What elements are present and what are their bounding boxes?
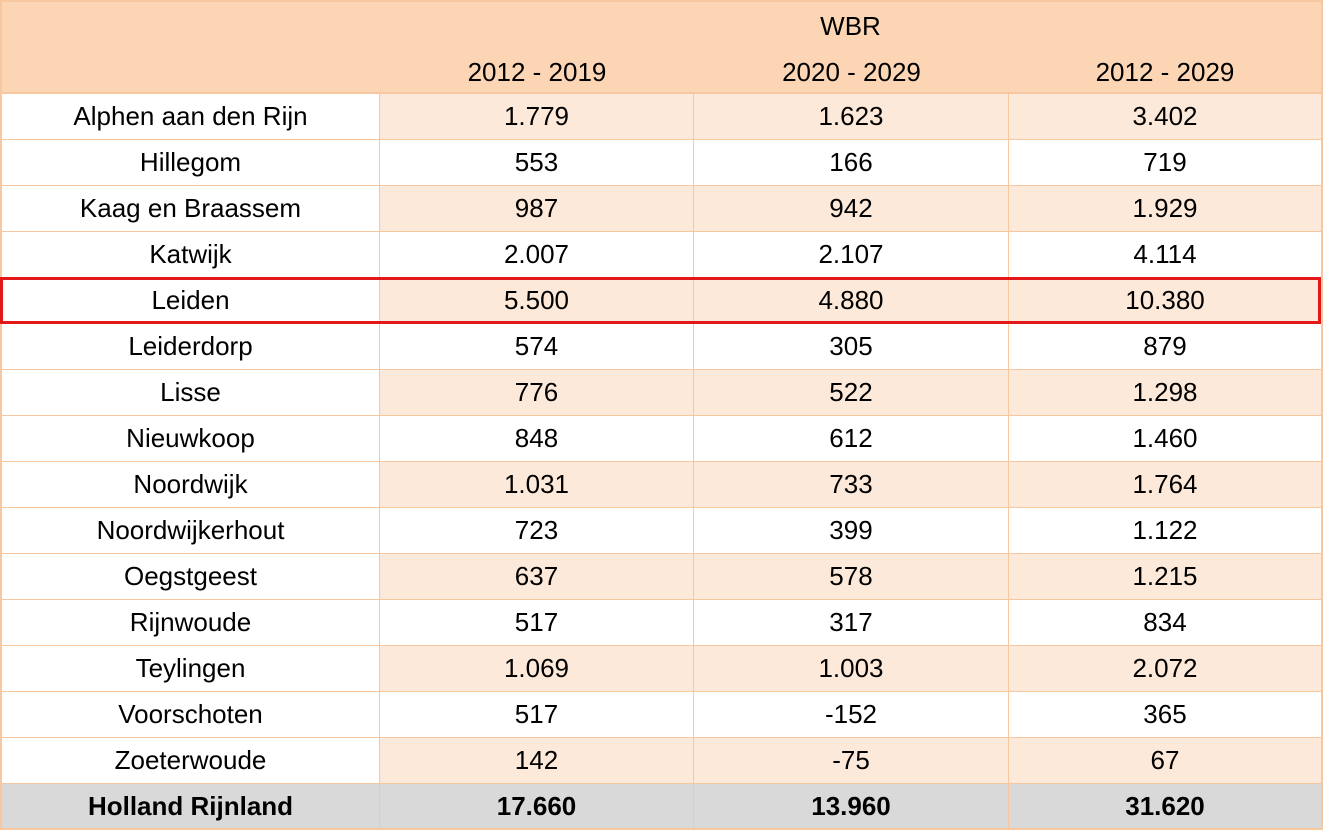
table-row: Noordwijk 1.031 733 1.764: [2, 462, 1321, 508]
value-cell: 723: [380, 508, 694, 553]
value-cell: 1.779: [380, 94, 694, 139]
value-cell: 4.880: [694, 278, 1009, 323]
value-cell: 1.623: [694, 94, 1009, 139]
municipality-cell: Zoeterwoude: [2, 738, 380, 783]
value-cell: 553: [380, 140, 694, 185]
value-cell: 5.500: [380, 278, 694, 323]
municipality-cell: Nieuwkoop: [2, 416, 380, 461]
value-cell: 1.460: [1009, 416, 1321, 461]
municipality-cell: Hillegom: [2, 140, 380, 185]
value-cell: 2.007: [380, 232, 694, 277]
value-cell: 399: [694, 508, 1009, 553]
group-header-wbr: WBR: [820, 11, 881, 41]
value-cell: 67: [1009, 738, 1321, 783]
total-label: Holland Rijnland: [2, 784, 380, 828]
table-row: Teylingen 1.069 1.003 2.072: [2, 646, 1321, 692]
total-row: Holland Rijnland 17.660 13.960 31.620: [2, 784, 1321, 828]
municipality-cell: Noordwijk: [2, 462, 380, 507]
value-cell: -75: [694, 738, 1009, 783]
value-cell: 1.929: [1009, 186, 1321, 231]
value-cell: 365: [1009, 692, 1321, 737]
table-row: Leiden 5.500 4.880 10.380: [2, 278, 1321, 324]
value-cell: 517: [380, 600, 694, 645]
municipality-cell: Teylingen: [2, 646, 380, 691]
value-cell: 733: [694, 462, 1009, 507]
value-cell: 942: [694, 186, 1009, 231]
value-cell: 879: [1009, 324, 1321, 369]
value-cell: 10.380: [1009, 278, 1321, 323]
municipality-cell: Oegstgeest: [2, 554, 380, 599]
value-cell: -152: [694, 692, 1009, 737]
table-row: Leiderdorp 574 305 879: [2, 324, 1321, 370]
municipality-cell: Alphen aan den Rijn: [2, 94, 380, 139]
table-row: Alphen aan den Rijn 1.779 1.623 3.402: [2, 94, 1321, 140]
municipality-cell: Leiderdorp: [2, 324, 380, 369]
value-cell: 1.069: [380, 646, 694, 691]
value-cell: 1.764: [1009, 462, 1321, 507]
value-cell: 776: [380, 370, 694, 415]
value-cell: 834: [1009, 600, 1321, 645]
table-row: Noordwijkerhout 723 399 1.122: [2, 508, 1321, 554]
table-row: Hillegom 553 166 719: [2, 140, 1321, 186]
value-cell: 578: [694, 554, 1009, 599]
value-cell: 848: [380, 416, 694, 461]
municipality-cell: Kaag en Braassem: [2, 186, 380, 231]
value-cell: 1.215: [1009, 554, 1321, 599]
table-row: Oegstgeest 637 578 1.215: [2, 554, 1321, 600]
total-value-cell: 31.620: [1009, 784, 1321, 828]
value-cell: 2.072: [1009, 646, 1321, 691]
value-cell: 1.298: [1009, 370, 1321, 415]
table-row: Lisse 776 522 1.298: [2, 370, 1321, 416]
value-cell: 517: [380, 692, 694, 737]
value-cell: 3.402: [1009, 94, 1321, 139]
value-cell: 719: [1009, 140, 1321, 185]
value-cell: 305: [694, 324, 1009, 369]
value-cell: 637: [380, 554, 694, 599]
table-row: Katwijk 2.007 2.107 4.114: [2, 232, 1321, 278]
column-header-2020-2029: 2020 - 2029: [782, 57, 921, 87]
municipality-cell: Rijnwoude: [2, 600, 380, 645]
table-row: Nieuwkoop 848 612 1.460: [2, 416, 1321, 462]
municipality-cell: Lisse: [2, 370, 380, 415]
total-value-cell: 13.960: [694, 784, 1009, 828]
value-cell: 987: [380, 186, 694, 231]
value-cell: 2.107: [694, 232, 1009, 277]
value-cell: 612: [694, 416, 1009, 461]
value-cell: 1.122: [1009, 508, 1321, 553]
municipality-cell: Voorschoten: [2, 692, 380, 737]
table-row: Rijnwoude 517 317 834: [2, 600, 1321, 646]
column-header-2012-2029: 2012 - 2029: [1095, 57, 1235, 87]
value-cell: 142: [380, 738, 694, 783]
municipality-cell: Noordwijkerhout: [2, 508, 380, 553]
table-header: WBR 2012 - 2019 2020 - 2029 2012 - 2029: [2, 2, 1321, 94]
value-cell: 4.114: [1009, 232, 1321, 277]
municipality-cell: Katwijk: [2, 232, 380, 277]
municipality-cell: Leiden: [2, 278, 380, 323]
column-header-2012-2019: 2012 - 2019: [467, 57, 607, 87]
value-cell: 1.003: [694, 646, 1009, 691]
value-cell: 522: [694, 370, 1009, 415]
value-cell: 574: [380, 324, 694, 369]
table-row: Kaag en Braassem 987 942 1.929: [2, 186, 1321, 232]
table-row: Zoeterwoude 142 -75 67: [2, 738, 1321, 784]
value-cell: 166: [694, 140, 1009, 185]
value-cell: 1.031: [380, 462, 694, 507]
value-cell: 317: [694, 600, 1009, 645]
table-row: Voorschoten 517 -152 365: [2, 692, 1321, 738]
total-value-cell: 17.660: [380, 784, 694, 828]
